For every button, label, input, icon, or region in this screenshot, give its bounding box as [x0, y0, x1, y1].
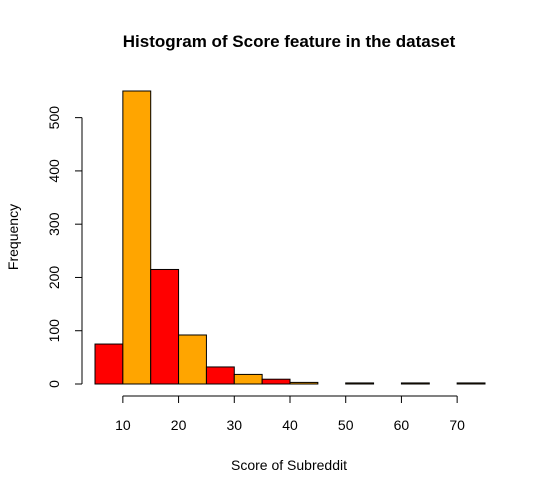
histogram-bar — [233, 373, 263, 385]
y-tick-label: 0 — [46, 380, 62, 388]
histogram-bar — [178, 334, 207, 385]
histogram-bar — [456, 382, 486, 385]
chart-title: Histogram of Score feature in the datase… — [123, 32, 456, 51]
x-tick-label: 70 — [449, 417, 465, 433]
y-tick-label: 500 — [46, 106, 62, 130]
x-tick-label: 30 — [226, 417, 242, 433]
x-axis-label: Score of Subreddit — [231, 457, 347, 473]
histogram-bar — [94, 343, 124, 385]
x-tick-label: 10 — [115, 417, 131, 433]
x-axis: 10 20 30 40 50 60 70 — [115, 395, 465, 433]
x-tick-label: 60 — [394, 417, 410, 433]
y-tick-label: 400 — [46, 159, 62, 183]
x-tick-label: 50 — [338, 417, 354, 433]
histogram-bar — [150, 268, 180, 385]
histogram-bar — [261, 378, 291, 385]
y-tick-label: 300 — [46, 212, 62, 236]
histogram-bar — [122, 90, 152, 385]
y-axis-label: Frequency — [5, 204, 21, 270]
histogram-bar — [345, 382, 375, 385]
y-tick-label: 100 — [46, 319, 62, 343]
x-tick-label: 20 — [171, 417, 187, 433]
bars-group — [94, 90, 486, 385]
y-tick-label: 200 — [46, 266, 62, 290]
y-axis: 0 100 200 300 400 500 — [46, 106, 83, 388]
x-tick-label: 40 — [282, 417, 298, 433]
histogram-bar — [289, 381, 319, 385]
histogram-bar — [400, 382, 430, 385]
histogram-bar — [205, 366, 235, 385]
